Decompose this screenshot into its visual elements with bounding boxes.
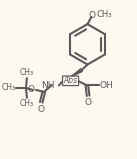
Text: CH₃: CH₃ bbox=[20, 68, 34, 77]
Text: NH: NH bbox=[41, 81, 55, 90]
Text: CH₃: CH₃ bbox=[20, 99, 34, 108]
Text: O: O bbox=[38, 105, 45, 114]
Text: CH₃: CH₃ bbox=[2, 83, 16, 93]
Polygon shape bbox=[72, 69, 82, 76]
Text: O: O bbox=[89, 11, 95, 20]
Text: CH₃: CH₃ bbox=[97, 10, 112, 19]
Text: O: O bbox=[85, 98, 92, 107]
FancyBboxPatch shape bbox=[62, 76, 79, 86]
Text: OH: OH bbox=[100, 81, 113, 90]
Text: Abs: Abs bbox=[63, 76, 78, 85]
Text: O: O bbox=[27, 85, 34, 94]
